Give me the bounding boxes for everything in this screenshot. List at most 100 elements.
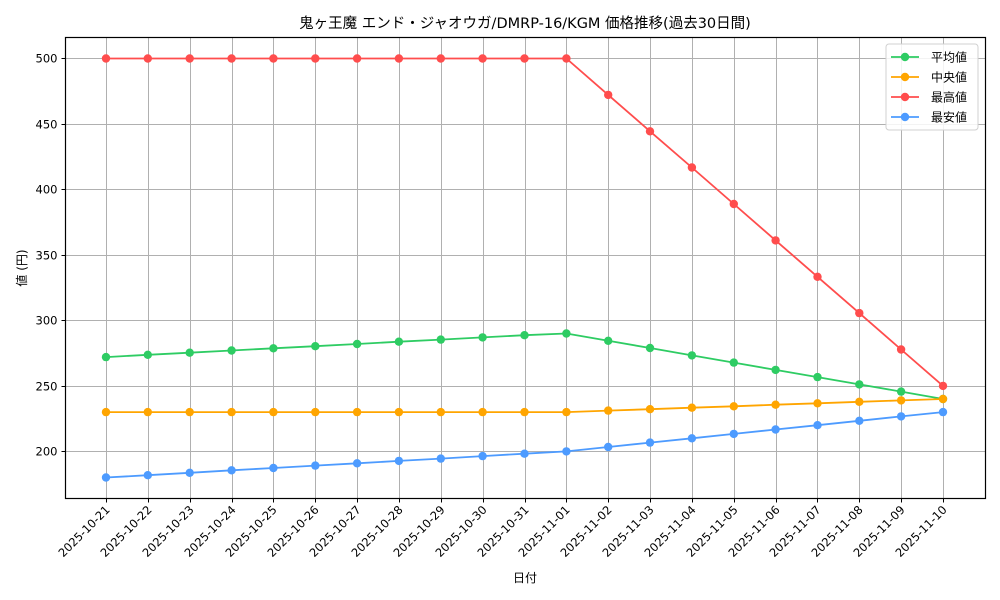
- series-0: [101, 329, 948, 404]
- data-point: [394, 54, 404, 63]
- legend-item: 中央値: [891, 70, 967, 85]
- data-point: [101, 54, 111, 63]
- data-point: [938, 407, 948, 417]
- data-point: [896, 412, 906, 421]
- data-point: [478, 333, 487, 342]
- data-point: [813, 421, 822, 430]
- data-point: [143, 407, 152, 417]
- data-point: [520, 407, 529, 417]
- data-point: [896, 396, 906, 405]
- legend-label: 最安値: [931, 110, 967, 125]
- y-tick-label: 400: [36, 183, 58, 197]
- legend-box: [885, 43, 979, 131]
- data-point: [269, 463, 278, 473]
- data-point: [896, 345, 906, 354]
- data-point: [520, 331, 529, 340]
- data-point: [478, 407, 487, 417]
- data-point: [352, 459, 362, 468]
- data-point: [352, 407, 362, 417]
- y-tick-label: 450: [36, 118, 58, 132]
- data-point: [604, 442, 613, 452]
- data-point: [855, 397, 864, 406]
- data-point: [227, 466, 236, 475]
- data-point: [687, 351, 697, 360]
- data-point: [143, 471, 152, 480]
- data-point: [185, 468, 194, 477]
- data-point: [311, 342, 320, 351]
- series-lines: [101, 54, 948, 482]
- y-tick-label: 300: [36, 314, 58, 328]
- data-point: [185, 348, 194, 357]
- data-point: [604, 90, 613, 100]
- data-point: [771, 400, 780, 409]
- data-point: [645, 127, 655, 136]
- x-axis-title: 日付: [513, 571, 537, 585]
- data-point: [478, 54, 487, 63]
- data-point: [436, 407, 445, 417]
- data-point: [101, 407, 111, 417]
- data-point: [436, 54, 445, 63]
- data-point: [227, 407, 236, 417]
- y-tick-label: 200: [36, 445, 58, 459]
- legend-marker: [900, 112, 910, 122]
- data-point: [896, 387, 906, 396]
- data-point: [729, 402, 738, 411]
- data-point: [352, 339, 362, 349]
- y-tick-label: 500: [36, 52, 58, 66]
- data-point: [436, 454, 445, 463]
- data-point: [938, 381, 948, 391]
- y-tick-label: 250: [36, 380, 58, 394]
- data-point: [562, 329, 571, 338]
- x-axis: 2025-10-212025-10-222025-10-232025-10-24…: [55, 498, 950, 560]
- data-point: [687, 403, 697, 412]
- legend-marker: [900, 52, 910, 62]
- data-point: [562, 54, 571, 63]
- data-point: [729, 358, 738, 367]
- data-point: [227, 346, 236, 355]
- data-point: [813, 372, 822, 382]
- data-point: [855, 308, 864, 318]
- data-point: [352, 54, 362, 63]
- data-point: [143, 54, 152, 63]
- data-point: [562, 447, 571, 456]
- legend-label: 最高値: [931, 90, 967, 105]
- data-point: [101, 473, 111, 482]
- series-1: [101, 394, 948, 417]
- legend-item: 最高値: [891, 90, 967, 105]
- data-point: [478, 451, 487, 461]
- data-point: [562, 407, 571, 417]
- legend-label: 中央値: [931, 70, 967, 85]
- series-3: [101, 407, 948, 482]
- data-point: [729, 199, 738, 209]
- data-point: [269, 344, 278, 353]
- data-point: [520, 54, 529, 63]
- data-point: [645, 343, 655, 353]
- data-point: [813, 272, 822, 281]
- data-point: [771, 236, 780, 245]
- data-point: [771, 365, 780, 375]
- legend-marker: [900, 72, 910, 82]
- data-point: [269, 54, 278, 63]
- data-point: [645, 405, 655, 414]
- data-point: [227, 54, 236, 63]
- legend-label: 平均値: [931, 50, 967, 65]
- data-point: [855, 416, 864, 425]
- series-2: [101, 54, 948, 391]
- data-point: [143, 350, 152, 359]
- y-axis: 200 250 300 350 400 450 500: [36, 52, 66, 459]
- data-point: [520, 449, 529, 458]
- data-point: [311, 461, 320, 470]
- data-point: [269, 407, 278, 417]
- y-axis-title: 値 (円): [14, 249, 29, 286]
- data-point: [185, 407, 194, 417]
- legend-marker: [900, 92, 910, 102]
- data-point: [645, 438, 655, 447]
- legend-item: 平均値: [891, 50, 967, 65]
- data-point: [436, 335, 445, 344]
- data-point: [604, 406, 613, 415]
- data-point: [394, 407, 404, 417]
- data-point: [687, 163, 697, 172]
